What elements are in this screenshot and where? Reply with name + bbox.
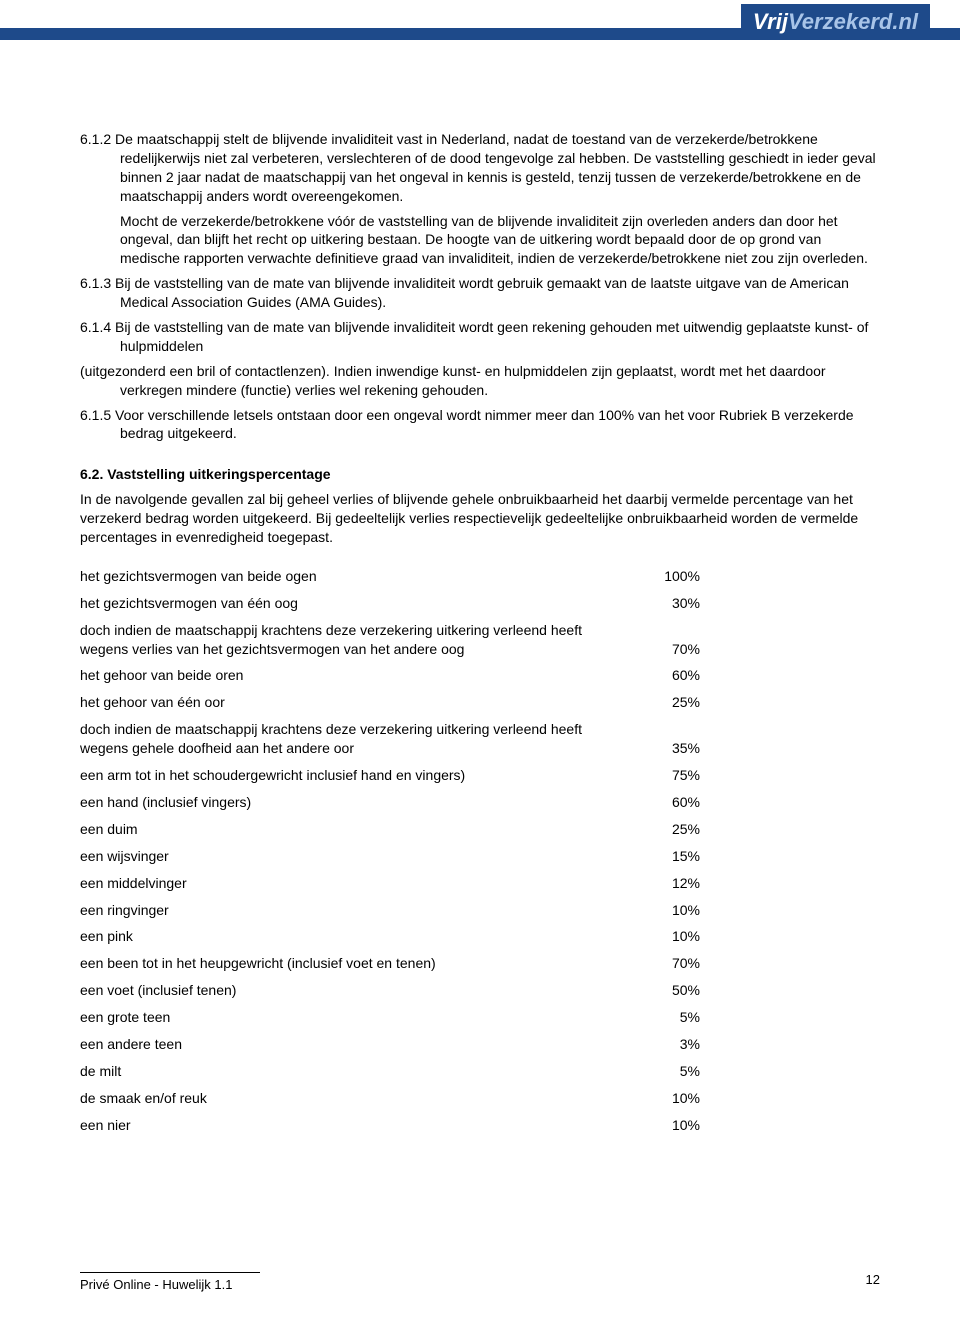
heading-6-2: 6.2. Vaststelling uitkeringspercentage xyxy=(80,465,880,484)
row-value: 12% xyxy=(640,874,700,893)
row-value: 5% xyxy=(640,1062,700,1081)
percentage-table: het gezichtsvermogen van beide ogen100% … xyxy=(80,567,880,1135)
row-value: 10% xyxy=(640,1089,700,1108)
row-label: een hand (inclusief vingers) xyxy=(80,793,640,812)
site-logo: VrijVerzekerd.nl xyxy=(741,4,930,40)
table-row: een wijsvinger15% xyxy=(80,847,880,866)
table-row: een arm tot in het schoudergewricht incl… xyxy=(80,766,880,785)
table-row: een andere teen3% xyxy=(80,1035,880,1054)
row-label: het gezichtsvermogen van één oog xyxy=(80,594,640,613)
footer-divider xyxy=(80,1272,260,1273)
table-row: het gehoor van beide oren60% xyxy=(80,666,880,685)
row-value: 60% xyxy=(640,793,700,812)
table-row: de milt5% xyxy=(80,1062,880,1081)
row-value: 100% xyxy=(640,567,700,586)
clause-6-1-2-cont: Mocht de verzekerde/betrokkene vóór de v… xyxy=(80,212,880,269)
page-footer: Privé Online - Huwelijk 1.1 12 xyxy=(80,1272,880,1292)
row-label: het gezichtsvermogen van beide ogen xyxy=(80,567,640,586)
row-label: de milt xyxy=(80,1062,640,1081)
row-value: 3% xyxy=(640,1035,700,1054)
row-label: een ringvinger xyxy=(80,901,640,920)
row-value: 75% xyxy=(640,766,700,785)
row-label: een andere teen xyxy=(80,1035,640,1054)
table-row: de smaak en/of reuk10% xyxy=(80,1089,880,1108)
table-row: een duim25% xyxy=(80,820,880,839)
table-row: een hand (inclusief vingers)60% xyxy=(80,793,880,812)
table-row: een middelvinger12% xyxy=(80,874,880,893)
row-label: een been tot in het heupgewricht (inclus… xyxy=(80,954,640,973)
table-row: een been tot in het heupgewricht (inclus… xyxy=(80,954,880,973)
row-value: 30% xyxy=(640,594,700,613)
row-label: een nier xyxy=(80,1116,640,1135)
clause-6-1-2: 6.1.2 De maatschappij stelt de blijvende… xyxy=(80,130,880,206)
row-label: een wijsvinger xyxy=(80,847,640,866)
footer-doc-title: Privé Online - Huwelijk 1.1 xyxy=(80,1277,232,1292)
row-label: de smaak en/of reuk xyxy=(80,1089,640,1108)
row-label: doch indien de maatschappij krachtens de… xyxy=(80,720,640,758)
clause-6-1-4: 6.1.4 Bij de vaststelling van de mate va… xyxy=(80,318,880,356)
table-row: het gezichtsvermogen van beide ogen100% xyxy=(80,567,880,586)
document-body: 6.1.2 De maatschappij stelt de blijvende… xyxy=(0,40,960,1135)
logo-text-nl: .nl xyxy=(892,9,918,35)
row-value: 25% xyxy=(640,820,700,839)
row-value: 5% xyxy=(640,1008,700,1027)
row-label: een arm tot in het schoudergewricht incl… xyxy=(80,766,640,785)
logo-text-verzekerd: Verzekerd xyxy=(788,9,892,35)
clause-6-1-3: 6.1.3 Bij de vaststelling van de mate va… xyxy=(80,274,880,312)
intro-6-2: In de navolgende gevallen zal bij geheel… xyxy=(80,490,880,547)
row-value: 10% xyxy=(640,1116,700,1135)
table-row: een nier10% xyxy=(80,1116,880,1135)
header: VrijVerzekerd.nl xyxy=(0,0,960,40)
row-value: 10% xyxy=(640,927,700,946)
clause-6-1-5: 6.1.5 Voor verschillende letsels ontstaa… xyxy=(80,406,880,444)
row-value: 70% xyxy=(640,640,700,659)
clause-6-1-4-cont: (uitgezonderd een bril of contactlenzen)… xyxy=(80,362,880,400)
logo-text-vrij: Vrij xyxy=(753,9,788,35)
table-row: een ringvinger10% xyxy=(80,901,880,920)
row-value: 35% xyxy=(640,739,700,758)
table-row: een grote teen5% xyxy=(80,1008,880,1027)
row-label: een duim xyxy=(80,820,640,839)
row-label: een grote teen xyxy=(80,1008,640,1027)
table-row: doch indien de maatschappij krachtens de… xyxy=(80,720,880,758)
row-label: het gehoor van beide oren xyxy=(80,666,640,685)
row-label: doch indien de maatschappij krachtens de… xyxy=(80,621,640,659)
table-row: een voet (inclusief tenen)50% xyxy=(80,981,880,1000)
table-row: het gehoor van één oor25% xyxy=(80,693,880,712)
row-value: 60% xyxy=(640,666,700,685)
row-value: 10% xyxy=(640,901,700,920)
row-label: een middelvinger xyxy=(80,874,640,893)
table-row: doch indien de maatschappij krachtens de… xyxy=(80,621,880,659)
row-label: een voet (inclusief tenen) xyxy=(80,981,640,1000)
row-value: 15% xyxy=(640,847,700,866)
table-row: een pink10% xyxy=(80,927,880,946)
row-value: 50% xyxy=(640,981,700,1000)
table-row: het gezichtsvermogen van één oog30% xyxy=(80,594,880,613)
row-value: 25% xyxy=(640,693,700,712)
row-label: een pink xyxy=(80,927,640,946)
page-number: 12 xyxy=(866,1272,880,1292)
row-label: het gehoor van één oor xyxy=(80,693,640,712)
row-value: 70% xyxy=(640,954,700,973)
